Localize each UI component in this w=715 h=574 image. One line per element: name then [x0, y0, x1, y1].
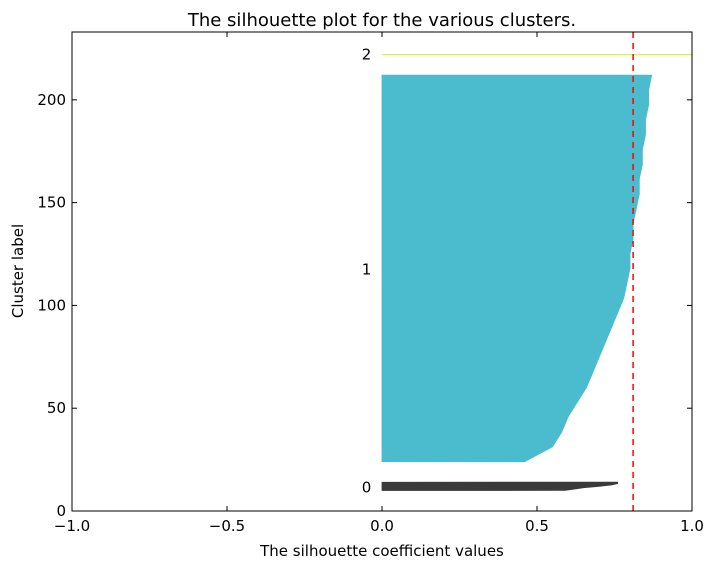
y-tick-label: 0 — [56, 502, 66, 520]
plot-inner — [381, 54, 692, 491]
y-axis-label: Cluster label — [9, 224, 27, 318]
chart-title: The silhouette plot for the various clus… — [187, 10, 576, 31]
x-tick-label: 0.5 — [525, 517, 549, 535]
cluster-0-silhouette — [381, 481, 618, 491]
x-tick-label: −0.5 — [209, 517, 245, 535]
cluster-1-label: 1 — [362, 260, 372, 278]
cluster-2-label: 2 — [362, 46, 372, 64]
x-axis-label: The silhouette coefficient values — [259, 542, 504, 560]
x-tick-label: 1.0 — [680, 517, 704, 535]
y-tick-label: 100 — [37, 296, 66, 314]
plot-area: 0 1 2 — [71, 31, 693, 512]
y-tick-label: 150 — [37, 194, 66, 212]
axis-ticks: −1.0 −0.5 0.0 0.5 1.0 0 50 100 150 200 — [37, 32, 704, 535]
x-tick-label: 0.0 — [370, 517, 394, 535]
cluster-0-label: 0 — [362, 478, 372, 496]
y-tick-label: 50 — [47, 399, 66, 417]
x-tick-label: −1.0 — [54, 517, 90, 535]
cluster-1-silhouette — [381, 74, 653, 463]
y-tick-label: 200 — [37, 91, 66, 109]
